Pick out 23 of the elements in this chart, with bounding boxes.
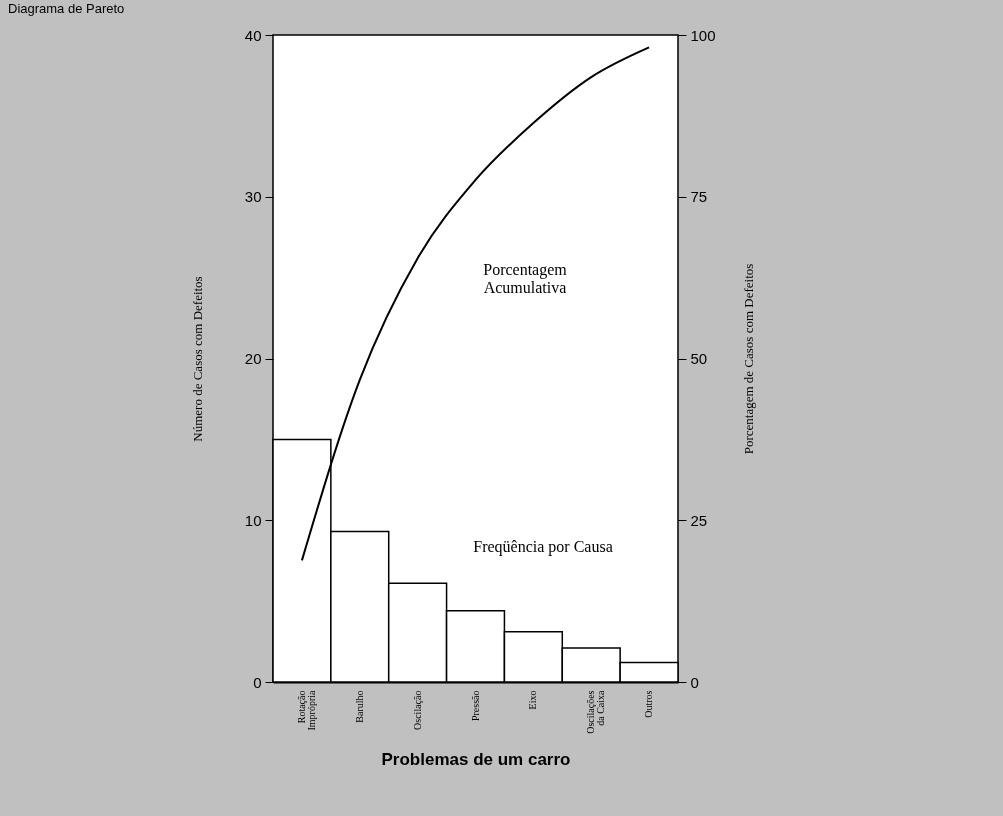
y2-tick-label: 25	[690, 511, 708, 529]
x-tick-label: Outros	[643, 690, 655, 718]
x-tick-label: Oscilação	[411, 690, 423, 730]
y2-tick-label: 75	[690, 188, 708, 206]
y2-tick-label: 100	[690, 26, 716, 44]
x-tick-label: Eixo	[527, 690, 539, 710]
x-tick-label: Pressão	[469, 690, 481, 722]
y2-tick-label: 0	[690, 673, 699, 691]
text: Diagrama de Pareto	[8, 1, 125, 16]
x-tick-label: Barulho	[353, 690, 365, 723]
annotation: Freqüência por Causa	[473, 538, 613, 556]
x-tick-label: Oscilações da Caixa	[585, 689, 607, 734]
y-tick-label: 30	[244, 188, 262, 206]
y-axis-title: Número de Casos com Defeitos	[189, 276, 205, 442]
y-tick-label: 20	[244, 350, 262, 367]
y2-tick-label: 50	[690, 350, 708, 367]
x-axis-title: Problemas de um carro	[381, 749, 571, 769]
annotation: Porcentagem Acumulativa	[483, 261, 568, 296]
y-tick-label: 40	[244, 26, 262, 44]
y-tick-label: 10	[244, 511, 262, 529]
y2-axis-title: Porcentagem de Casos com Defeitos	[740, 263, 756, 455]
x-tick-label: Rotação Imprópria	[295, 689, 317, 731]
y-tick-label: 0	[253, 673, 262, 691]
